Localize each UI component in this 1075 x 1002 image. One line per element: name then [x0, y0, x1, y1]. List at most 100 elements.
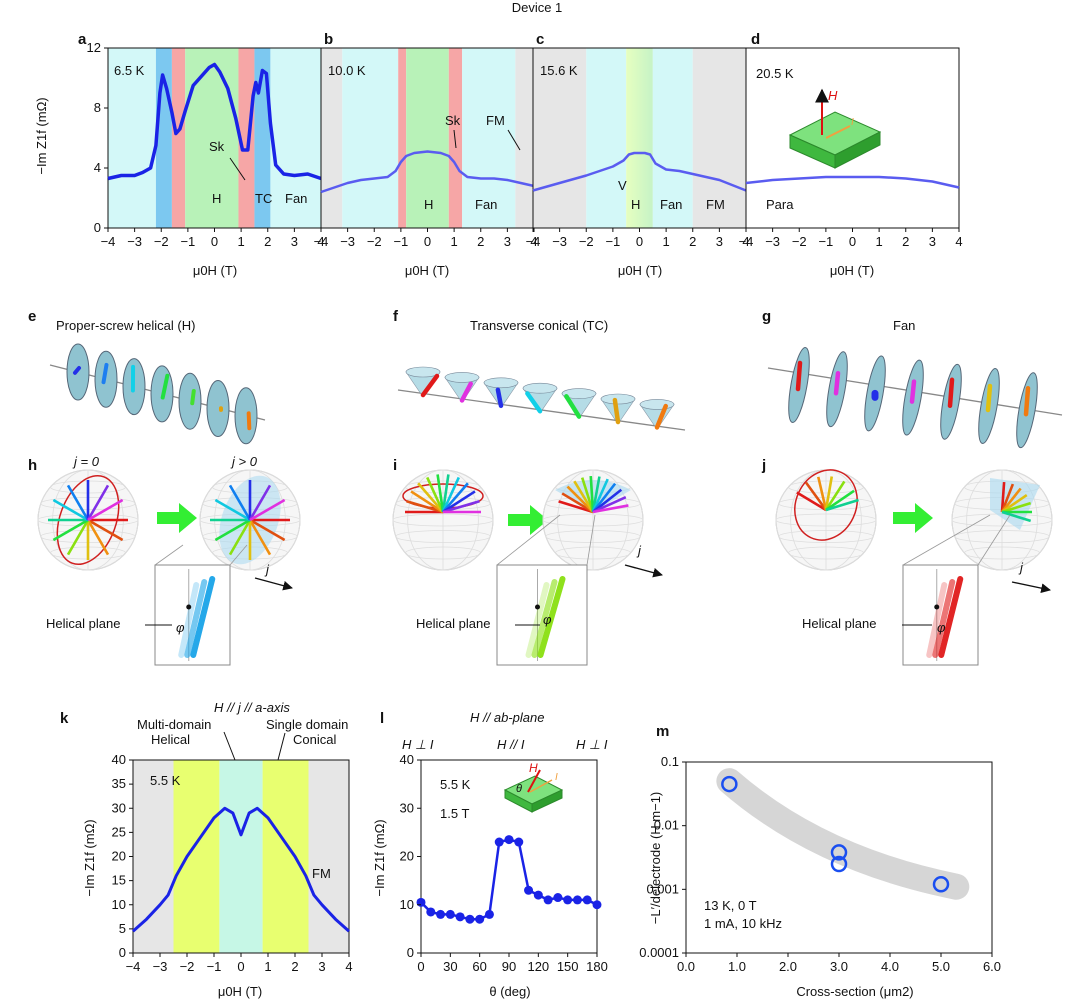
panel-d-temp: 20.5 K [756, 66, 794, 81]
panel-h-helical-ring [56, 474, 120, 566]
panel-j-sphere-left [775, 469, 877, 571]
panel-e-title: Proper-screw helical (H) [56, 318, 195, 333]
panel-h-spin [248, 519, 272, 556]
panel-a-xlabel: μ0H (T) [193, 263, 237, 278]
panel-h-sphere-jpos [199, 469, 301, 571]
panel-m-ytick-label: 0.1 [661, 754, 679, 769]
panel-a-ann-fan: Fan [285, 191, 307, 206]
panel-b-region-green [406, 48, 449, 228]
panel-m-xtick-label: 6.0 [983, 959, 1001, 974]
panel-i-spin [592, 495, 627, 514]
panel-d-xtick-label: −3 [765, 234, 780, 249]
panel-i-spin [580, 477, 595, 513]
panel-a-ann-sk: Sk [209, 139, 225, 154]
panel-h-j: j [264, 562, 270, 577]
panel-f-spin-arrow [495, 387, 504, 409]
panel-i-spin [592, 504, 629, 514]
panel-m-point [932, 876, 950, 893]
panel-m-xlabel: Cross-section (μm2) [796, 984, 913, 999]
panel-l-point [553, 893, 563, 903]
panel-d-xtick-label: 0 [849, 234, 856, 249]
panel-k-single: Single domain [266, 717, 348, 732]
panel-l-point [445, 909, 455, 919]
panel-l-xlabel: θ (deg) [489, 984, 530, 999]
panel-g-label: g [762, 308, 771, 325]
panel-c-region-cyan [652, 48, 693, 228]
panel-j-spin [1000, 481, 1006, 513]
panel-f-cone-rim [405, 366, 441, 378]
panel-j-zoom-guide [902, 514, 991, 566]
panel-m-ylabel: −L′/delectrode (H m−1) [648, 792, 663, 925]
panel-d-xtick-label: 3 [929, 234, 936, 249]
panel-j-spin [1000, 487, 1022, 513]
panel-l-point [582, 895, 592, 905]
panel-c-curve [532, 151, 747, 192]
panel-k-xtick-label: −3 [153, 959, 168, 974]
panel-a-temp: 6.5 K [114, 63, 145, 78]
panel-b-ann-sk: Sk [445, 113, 461, 128]
panel-m-note2: 1 mA, 10 kHz [704, 916, 782, 931]
panel-i-j: j [636, 543, 642, 558]
panel-g-spin-arrow [909, 379, 917, 404]
panel-d-inset-h: H [828, 88, 838, 103]
panel-l-xtick-label: 60 [472, 959, 486, 974]
panel-k-single-pointer [277, 732, 286, 761]
panel-c-xtick-label: −4 [526, 234, 541, 249]
panel-h-spin [87, 498, 124, 522]
panel-d-xtick-label: 4 [955, 234, 962, 249]
panel-g-spin-arrow [1023, 385, 1031, 417]
panel-b-region-cyan [342, 48, 399, 228]
panel-j-zoom-frame [902, 564, 979, 666]
panel-l-ytick-label: 40 [400, 752, 414, 767]
panel-c-xtick-label: 3 [716, 234, 723, 249]
panel-m-note1: 13 K, 0 T [704, 898, 757, 913]
panel-c-xtick-label: −2 [579, 234, 594, 249]
panel-j-zoom-arrow [938, 576, 964, 658]
panel-k-xlabel: μ0H (T) [218, 984, 262, 999]
panel-j-zoom [902, 564, 979, 666]
panel-i-zoom-arrow [537, 576, 566, 658]
panel-a-xtick-label: −1 [180, 234, 195, 249]
panel-m-trend-band [716, 768, 970, 900]
panel-d-xtick-label: 1 [876, 234, 883, 249]
panel-l-ytick-label: 20 [400, 849, 414, 864]
panel-l-xtick-label: 0 [417, 959, 424, 974]
panel-e-disk [178, 372, 202, 430]
panel-l-point [484, 909, 494, 919]
panel-a-region-green [185, 48, 239, 228]
panel-k-ytick-label: 35 [112, 776, 126, 791]
panel-k-region-yellow [173, 760, 220, 953]
panel-i-spin [591, 476, 601, 513]
panel-j-spin [825, 489, 855, 512]
panel-b-xtick-label: 2 [477, 234, 484, 249]
panel-g-spin-arrow [947, 377, 955, 409]
panel-d-plot: −4 −3 −2 −1 0 1 2 3 4 [739, 47, 963, 249]
panel-h-spin [86, 519, 110, 556]
panel-k-region-gray [133, 760, 174, 953]
panel-j-spin [1001, 501, 1032, 514]
panel-k-conical: Conical [293, 732, 336, 747]
panel-f-cone-rim [444, 372, 480, 383]
panel-i-spin [591, 482, 617, 513]
panel-a-region-pink [171, 48, 186, 228]
panel-h-j-arrow [254, 577, 293, 591]
panel-i-spin [561, 492, 594, 514]
panel-b-label: b [324, 31, 333, 48]
panel-j-zoom-pivot [934, 604, 940, 610]
panel-f-cone-rim [561, 388, 597, 399]
panel-g-title: Fan [893, 318, 915, 333]
panel-j-phi: φ [937, 620, 946, 635]
panel-j-spin [824, 476, 834, 511]
panel-l-point [494, 837, 504, 847]
panel-j-zoom-arrow [932, 579, 956, 658]
panel-d-inset-i: I [851, 117, 854, 128]
panel-i-sphere-left [392, 469, 494, 571]
panel-h-spin [52, 498, 89, 522]
panel-i-phi: φ [543, 612, 552, 627]
panel-j-spin [1000, 483, 1015, 513]
panel-k-xtick-label: 4 [345, 959, 352, 974]
panel-d-xtick-label: −4 [739, 234, 754, 249]
panel-j-spin [1001, 510, 1032, 523]
